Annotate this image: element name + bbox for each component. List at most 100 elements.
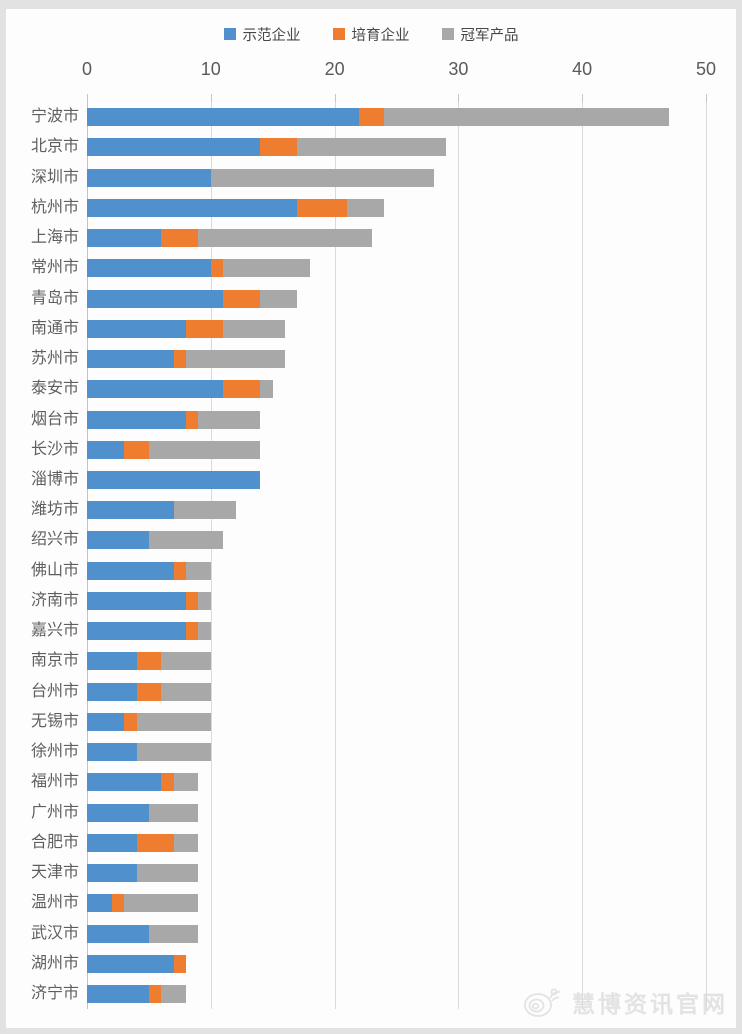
bar-row [87,350,706,369]
category-label: 深圳市 [30,168,79,186]
bar-segment-peiyu-qiye [173,350,187,369]
bar-segment-peiyu-qiye [136,682,162,701]
bar-segment-guanjun-chanpin [186,561,211,580]
bar-segment-guanjun-chanpin [260,289,298,308]
bar-segment-peiyu-qiye [186,319,224,338]
x-axis-tick [87,94,88,102]
bar-row [87,652,706,671]
bar-segment-guanjun-chanpin [173,501,236,520]
bar-segment-shifan-qiye [87,410,187,429]
bar-row [87,561,706,580]
category-label: 台州市 [30,682,79,700]
bar-segment-guanjun-chanpin [223,319,286,338]
bar-segment-peiyu-qiye [173,954,187,973]
bar-segment-shifan-qiye [87,380,224,399]
bar-segment-guanjun-chanpin [173,773,199,792]
category-label: 上海市 [30,229,79,247]
category-label: 北京市 [30,138,79,156]
legend-swatch-icon [332,28,345,40]
category-label: 烟台市 [30,410,79,428]
bar-segment-guanjun-chanpin [148,531,224,550]
gridline [334,102,336,1009]
bar-segment-shifan-qiye [87,682,137,701]
bar-segment-peiyu-qiye [161,773,174,792]
watermark-text: 慧博资讯官网 [572,991,728,1017]
category-label: 佛山市 [30,561,79,579]
bar-segment-guanjun-chanpin [198,410,261,429]
bar-row [87,803,706,822]
bar-segment-peiyu-qiye [223,289,261,308]
bar-row [87,440,706,459]
bar-row [87,924,706,943]
category-label: 福州市 [30,773,79,791]
x-axis-tick [458,94,460,102]
bar-row [87,168,706,187]
bar-row [87,622,706,641]
legend-item: 培育企业 [332,24,410,45]
category-label: 泰安市 [30,380,79,398]
bar-segment-shifan-qiye [87,531,149,550]
watermark-logo-icon [524,988,561,1017]
bar-row [87,591,706,610]
bar-segment-shifan-qiye [87,803,149,822]
legend-swatch-icon [223,28,236,40]
bar-row [87,108,706,127]
bar-segment-peiyu-qiye [124,440,149,459]
bar-segment-guanjun-chanpin [198,591,211,610]
bar-row [87,289,706,308]
legend-label: 示范企业 [242,27,301,44]
bar-segment-shifan-qiye [87,471,261,489]
bar-row [87,410,706,429]
bar-segment-peiyu-qiye [111,894,125,913]
legend: 示范企业 培育企业 冠军产品 [6,23,736,45]
bar-row [87,138,706,157]
bar-segment-guanjun-chanpin [346,198,385,217]
bar-segment-shifan-qiye [87,501,174,520]
bar-segment-shifan-qiye [87,652,137,671]
category-label: 苏州市 [30,350,79,368]
bar-segment-shifan-qiye [87,985,149,1004]
bar-segment-shifan-qiye [87,743,137,762]
x-axis-tick-label: 10 [200,59,221,79]
bar-segment-shifan-qiye [87,894,112,913]
gridline [706,102,707,1009]
bar-segment-shifan-qiye [87,864,137,883]
legend-label: 培育企业 [351,27,410,44]
gridline [582,102,584,1009]
category-label: 济宁市 [30,985,79,1003]
category-label: 青岛市 [30,289,79,307]
bar-row [87,259,706,278]
bar-segment-peiyu-qiye [161,229,199,248]
bar-row [87,833,706,852]
category-label: 嘉兴市 [30,622,79,640]
bar-row [87,954,706,973]
bar-row [87,712,706,731]
category-label: 合肥市 [30,833,79,851]
bar-segment-shifan-qiye [87,259,211,278]
bar-segment-shifan-qiye [87,954,174,973]
category-label: 绍兴市 [30,531,79,549]
x-axis-tick [210,94,212,102]
x-axis-tick [582,94,584,102]
bar-segment-peiyu-qiye [297,198,347,217]
bar-segment-shifan-qiye [87,198,298,217]
bar-segment-guanjun-chanpin [161,652,211,671]
category-label: 南通市 [30,319,79,337]
x-axis-tick-label: 20 [324,59,345,79]
bar-row [87,864,706,883]
bar-segment-peiyu-qiye [136,833,174,852]
bar-segment-guanjun-chanpin [148,440,261,459]
bar-segment-guanjun-chanpin [136,712,211,731]
bar-segment-shifan-qiye [87,712,125,731]
bar-segment-peiyu-qiye [186,410,199,429]
bar-segment-guanjun-chanpin [260,380,273,399]
gridline [210,102,212,1009]
bar-row [87,380,706,399]
bar-segment-shifan-qiye [87,561,174,580]
bar-segment-guanjun-chanpin [136,743,211,762]
bar-segment-guanjun-chanpin [198,229,372,248]
bar-segment-guanjun-chanpin [384,108,669,127]
bar-segment-peiyu-qiye [186,591,199,610]
legend-swatch-icon [441,28,454,40]
bar-segment-shifan-qiye [87,289,224,308]
